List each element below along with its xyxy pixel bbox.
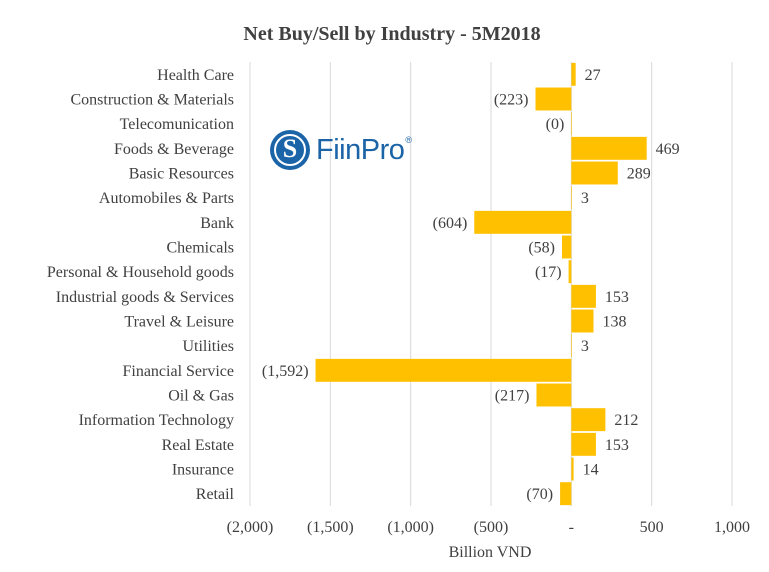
bars: [315, 62, 647, 506]
data-label: (604): [433, 215, 468, 232]
category-label: Oil & Gas: [168, 388, 234, 405]
bar: [571, 186, 572, 210]
bar: [315, 358, 572, 382]
data-labels: 27 (223) (0) 469 289 3 (604) (58) (17) 153 138 3 (1,…: [262, 67, 680, 503]
bar: [571, 309, 594, 333]
bar: [536, 383, 572, 407]
x-tick-label: -: [569, 519, 574, 536]
bar: [571, 284, 596, 308]
category-label: Construction & Materials: [70, 92, 234, 109]
gridlines: [249, 62, 733, 506]
bar: [535, 87, 572, 111]
data-label: (70): [526, 486, 553, 503]
category-label: Chemicals: [166, 240, 234, 257]
category-label: Bank: [200, 215, 234, 232]
category-label: Health Care: [157, 67, 234, 84]
x-tick-label: (1,500): [307, 519, 354, 536]
data-label: (217): [495, 388, 530, 405]
data-label: (58): [528, 240, 555, 257]
x-tick-label: 1,000: [714, 519, 750, 536]
bar: [474, 210, 572, 234]
data-label: 212: [614, 412, 638, 429]
data-label: (223): [494, 92, 529, 109]
registered-mark: ®: [405, 135, 412, 145]
data-label: 289: [627, 166, 651, 183]
bar: [571, 334, 572, 358]
category-label: Retail: [196, 486, 235, 503]
data-label: (0): [546, 116, 565, 133]
category-label: Travel & Leisure: [124, 314, 234, 331]
bar: [571, 136, 647, 160]
logo-glyph: S: [282, 134, 298, 163]
bar: [560, 482, 572, 506]
category-labels: Health Care Construction & Materials Telec…: [47, 67, 235, 503]
category-label: Automobiles & Parts: [99, 190, 234, 207]
chart-title: Net Buy/Sell by Industry - 5M2018: [243, 23, 540, 45]
fiinpro-logo: S FiinPro ®: [270, 129, 412, 171]
x-tick-label: (2,000): [227, 519, 274, 536]
bar: [571, 457, 574, 481]
fiinpro-s-seal-icon: S: [270, 130, 310, 170]
category-label: Telecomunication: [120, 116, 234, 133]
data-label: 3: [581, 338, 589, 355]
category-label: Insurance: [172, 462, 234, 479]
data-label: (1,592): [262, 363, 309, 380]
data-label: 27: [585, 67, 601, 84]
bar: [571, 62, 576, 86]
data-label: 469: [656, 141, 680, 158]
data-label: 3: [581, 190, 589, 207]
category-label: Information Technology: [79, 412, 234, 429]
data-label: (17): [535, 264, 562, 281]
bar: [571, 408, 606, 432]
category-label: Utilities: [182, 338, 234, 355]
bar: [571, 161, 618, 185]
category-label: Foods & Beverage: [114, 141, 234, 158]
data-label: 153: [605, 437, 629, 454]
data-label: 14: [583, 462, 599, 479]
data-label: 153: [605, 289, 629, 306]
category-label: Real Estate: [162, 437, 234, 454]
x-tick-label: 500: [640, 519, 664, 536]
category-label: Financial Service: [122, 363, 234, 380]
x-axis-ticks: (2,000) (1,500) (1,000) (500) - 500 1,000: [227, 519, 750, 536]
category-label: Basic Resources: [129, 166, 234, 183]
x-tick-label: (1,000): [387, 519, 434, 536]
x-tick-label: (500): [474, 519, 509, 536]
bar: [562, 235, 572, 259]
logo-text: FiinPro: [316, 133, 405, 166]
category-label: Industrial goods & Services: [56, 289, 234, 306]
bar: [568, 260, 572, 284]
category-label: Personal & Household goods: [47, 264, 234, 281]
bar: [571, 432, 596, 456]
data-label: 138: [603, 314, 627, 331]
x-axis-label: Billion VND: [449, 544, 532, 561]
bar: [571, 112, 572, 136]
